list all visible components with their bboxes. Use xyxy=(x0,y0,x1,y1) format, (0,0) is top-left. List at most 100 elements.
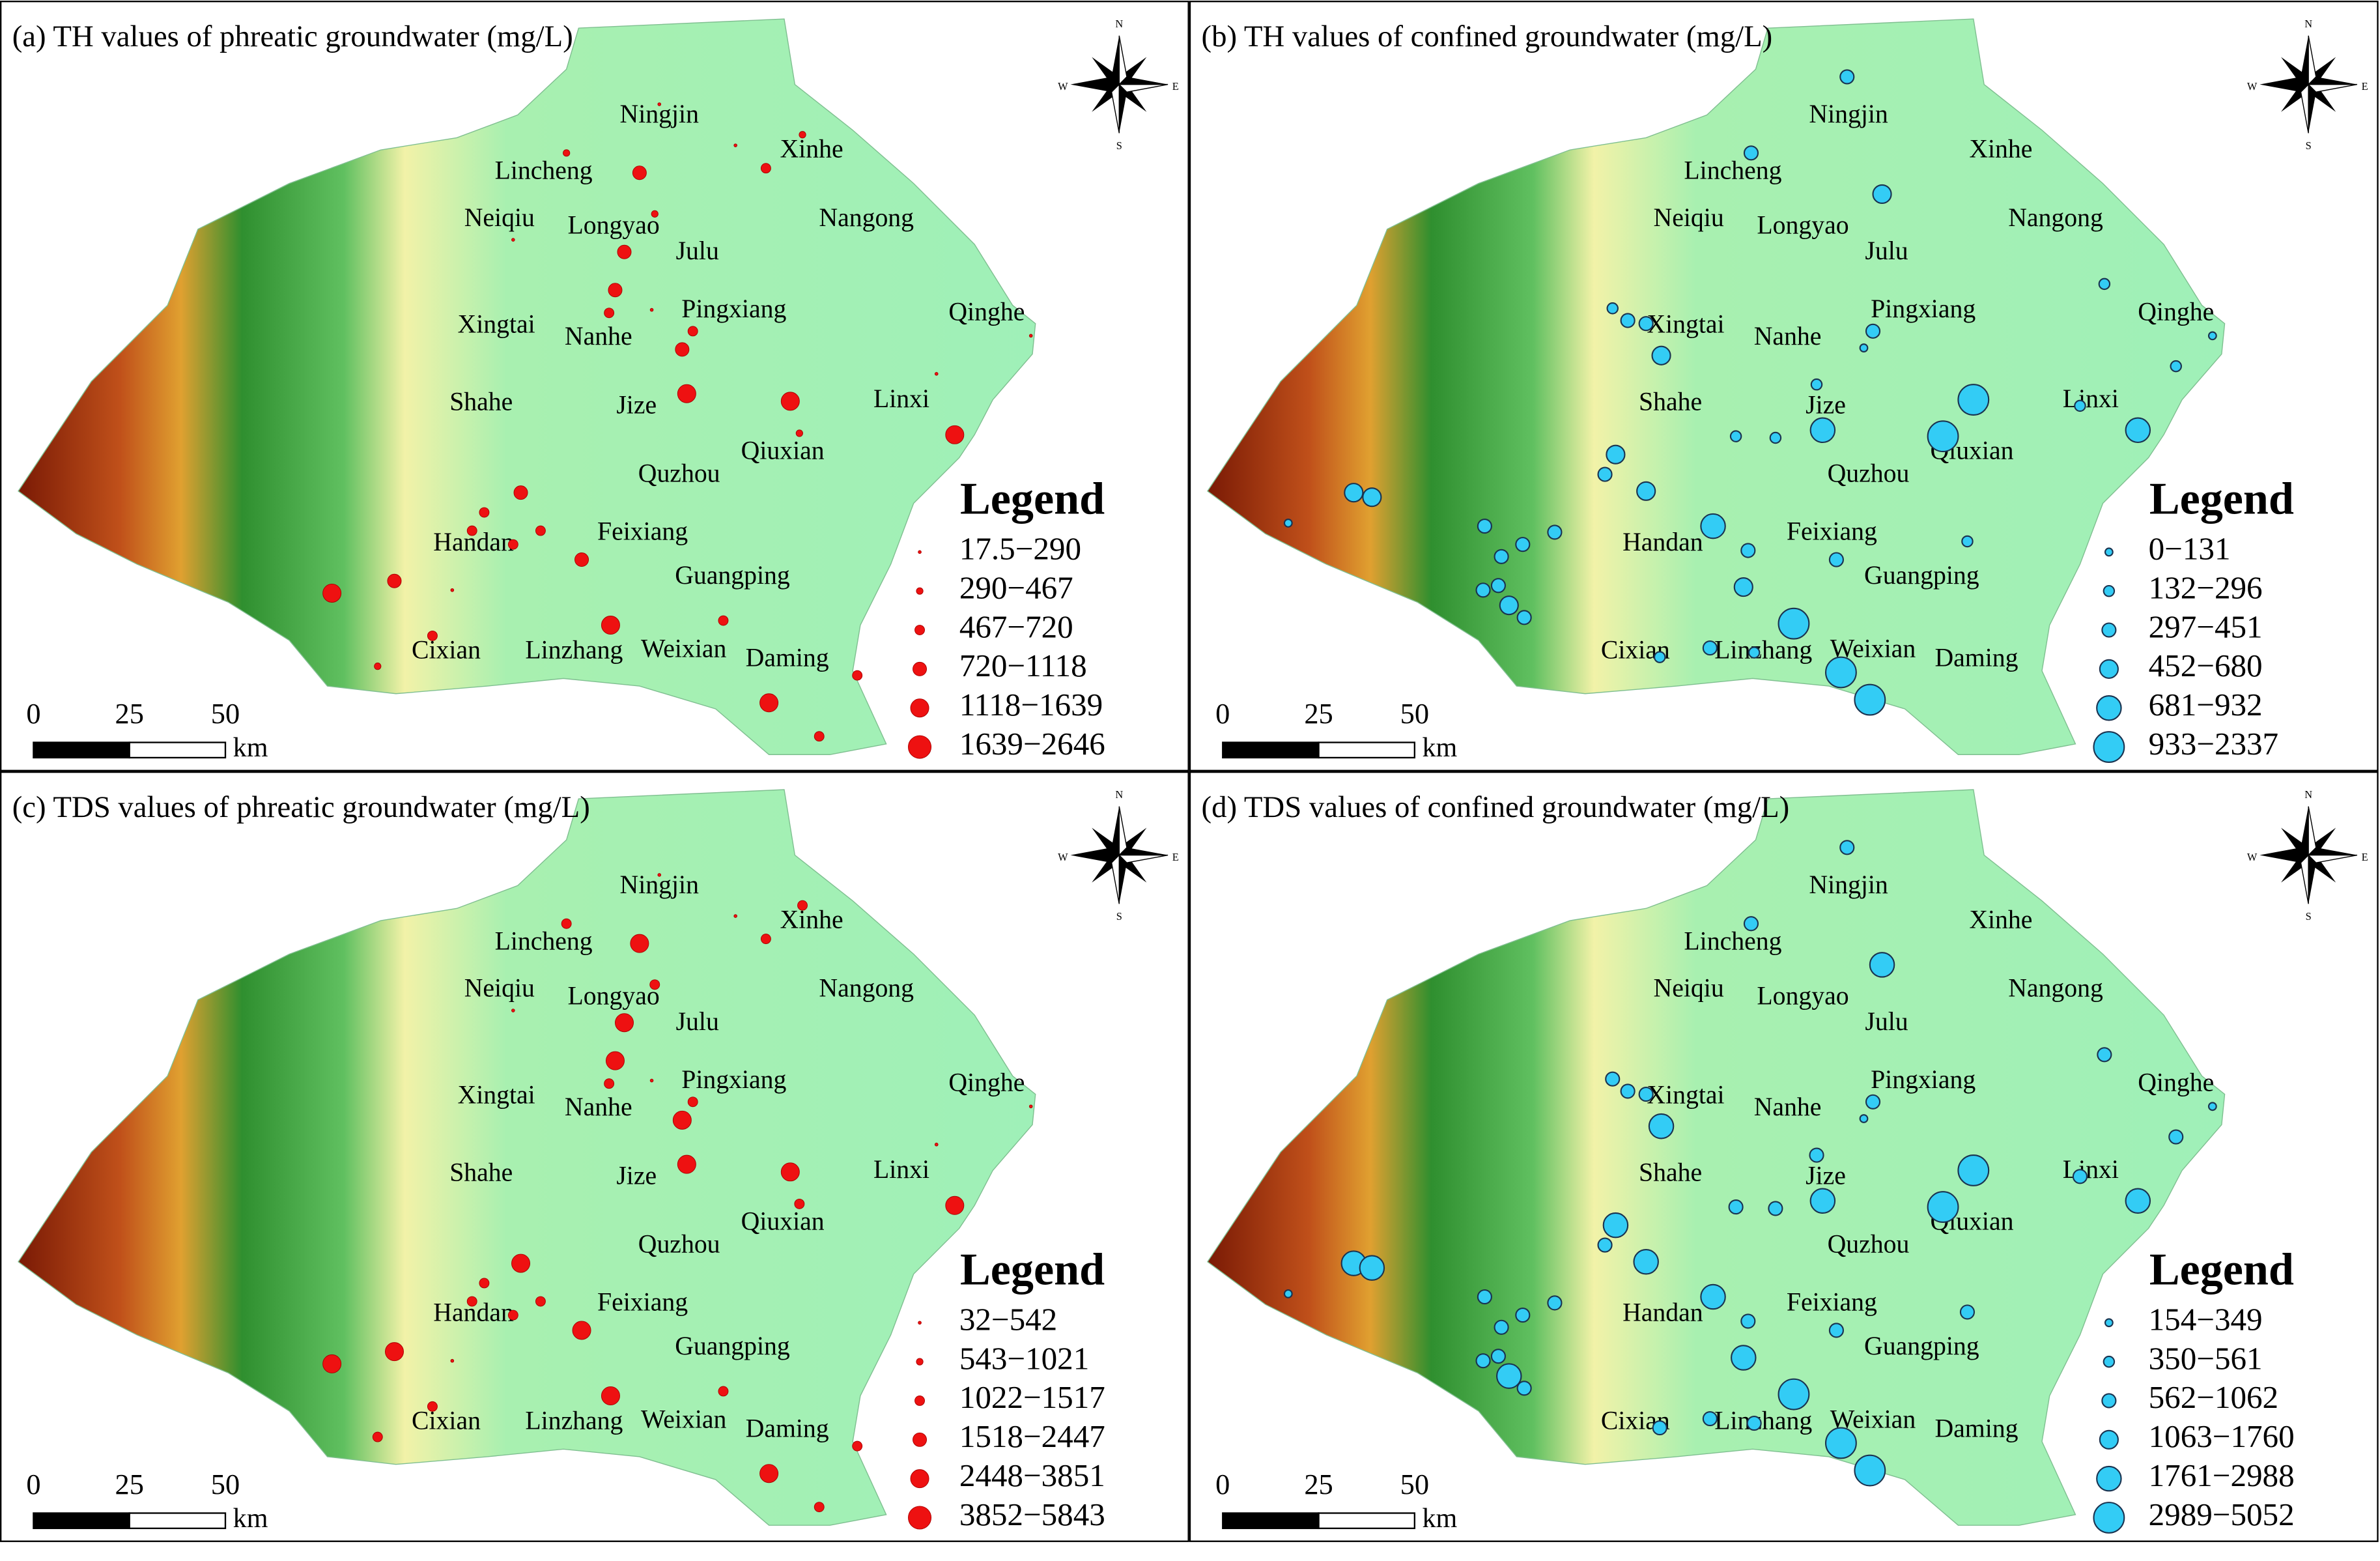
place-label: Nanhe xyxy=(1754,322,1822,351)
scale-bar-black xyxy=(1222,741,1320,759)
sample-point xyxy=(535,525,546,536)
legend-symbol xyxy=(2101,1393,2117,1409)
place-label: Xinhe xyxy=(1969,906,2032,934)
legend-symbol xyxy=(2096,1465,2122,1492)
place-label: Nangong xyxy=(2008,203,2103,232)
place-label: Jize xyxy=(1806,1161,1846,1190)
legend-symbol xyxy=(908,1506,932,1530)
place-label: Daming xyxy=(1934,1414,2018,1442)
place-label: Guangping xyxy=(1864,1332,1979,1360)
sample-point xyxy=(675,342,690,357)
map-panel: (d) TDS values of confined groundwater (… xyxy=(1189,771,2379,1542)
legend-label: 1022−1517 xyxy=(959,1379,1105,1415)
sample-point xyxy=(1702,640,1718,656)
sample-point xyxy=(1839,840,1855,855)
sample-point xyxy=(1651,345,1671,365)
sample-point xyxy=(1865,323,1881,339)
place-label: Cixian xyxy=(412,1407,481,1435)
place-label: Qiuxian xyxy=(741,1207,825,1235)
legend-symbol xyxy=(914,1396,925,1406)
sample-point xyxy=(1702,1411,1718,1427)
place-label: Linzhang xyxy=(1714,1407,1812,1435)
sample-point xyxy=(1283,519,1293,528)
sample-point xyxy=(1839,69,1855,85)
sample-point xyxy=(450,588,455,592)
place-label: Nanhe xyxy=(565,1093,632,1121)
place-label: Handan xyxy=(1622,1298,1703,1327)
place-label: Shahe xyxy=(449,1158,513,1187)
legend-symbol xyxy=(2093,1502,2125,1534)
compass: N S E W xyxy=(1058,788,1179,923)
compass-letter: N xyxy=(1115,18,1123,30)
scale-unit: km xyxy=(1423,733,1458,763)
legend-label: 562−1062 xyxy=(2149,1379,2278,1415)
compass-letter: S xyxy=(1116,910,1122,923)
legend-label: 467−720 xyxy=(959,609,1073,644)
study-area xyxy=(18,18,1036,755)
sample-point xyxy=(1547,1295,1563,1311)
sample-point xyxy=(1810,378,1823,391)
legend-label: 297−451 xyxy=(2149,609,2263,644)
legend-label: 681−932 xyxy=(2149,687,2263,723)
legend-title: Legend xyxy=(960,474,1105,524)
sample-point xyxy=(601,616,620,635)
sample-point xyxy=(759,693,779,713)
place-label: Nangong xyxy=(819,974,914,1003)
sample-point xyxy=(760,934,771,945)
sample-point xyxy=(1859,1114,1869,1123)
sample-point xyxy=(1515,537,1531,552)
legend-symbol xyxy=(913,661,928,676)
sample-point xyxy=(1728,1199,1744,1215)
place-label: Linzhang xyxy=(525,1407,623,1435)
sample-point xyxy=(511,1253,531,1273)
sample-point xyxy=(479,1278,490,1289)
place-label: Linxi xyxy=(2063,1155,2119,1184)
scale-label: 0 xyxy=(26,1468,40,1500)
sample-point xyxy=(649,1078,654,1083)
sample-point xyxy=(2170,360,2182,373)
sample-point xyxy=(1828,1323,1844,1338)
sample-point xyxy=(780,392,800,411)
legend-label: 32−542 xyxy=(959,1302,1057,1338)
legend-label: 2448−3851 xyxy=(959,1457,1105,1493)
sample-point xyxy=(374,663,382,670)
sample-point xyxy=(605,1051,625,1070)
sample-point xyxy=(1477,1289,1492,1305)
sample-point xyxy=(1490,578,1506,594)
scale-label: 50 xyxy=(211,1468,240,1500)
place-label: Xinhe xyxy=(780,135,843,164)
place-label: Linzhang xyxy=(1714,636,1812,665)
sample-point xyxy=(677,384,696,403)
place-label: Neiqiu xyxy=(1654,974,1724,1003)
sample-point xyxy=(934,1142,939,1147)
legend-label: 0−131 xyxy=(2149,531,2231,567)
sample-point xyxy=(2074,399,2086,412)
place-label: Weixian xyxy=(641,634,727,663)
sample-point xyxy=(1748,646,1761,659)
scale-unit: km xyxy=(233,1504,268,1534)
sample-point xyxy=(1638,1087,1654,1102)
sample-point xyxy=(1516,1381,1532,1396)
legend-symbol xyxy=(910,698,929,718)
scale-label: 25 xyxy=(115,1468,144,1500)
scale-bar-black xyxy=(33,1512,130,1530)
sample-point xyxy=(1516,610,1532,625)
place-label: Qinghe xyxy=(948,298,1025,326)
sample-point xyxy=(1494,549,1509,564)
scale-label: 0 xyxy=(26,697,40,730)
legend-symbol xyxy=(2099,659,2119,679)
sample-point xyxy=(1620,313,1636,328)
place-label: Nanhe xyxy=(1754,1093,1822,1121)
sample-point xyxy=(1828,552,1844,567)
place-label: Pingxiang xyxy=(681,1065,786,1094)
sample-point xyxy=(604,308,615,319)
place-label: Shahe xyxy=(1639,388,1702,416)
compass-star-light xyxy=(1111,35,1169,134)
sample-point xyxy=(1602,1212,1629,1239)
scale-label: 25 xyxy=(115,697,144,730)
place-label: Julu xyxy=(1865,236,1908,265)
legend-label: 543−1021 xyxy=(959,1340,1089,1376)
sample-point xyxy=(450,1358,455,1363)
